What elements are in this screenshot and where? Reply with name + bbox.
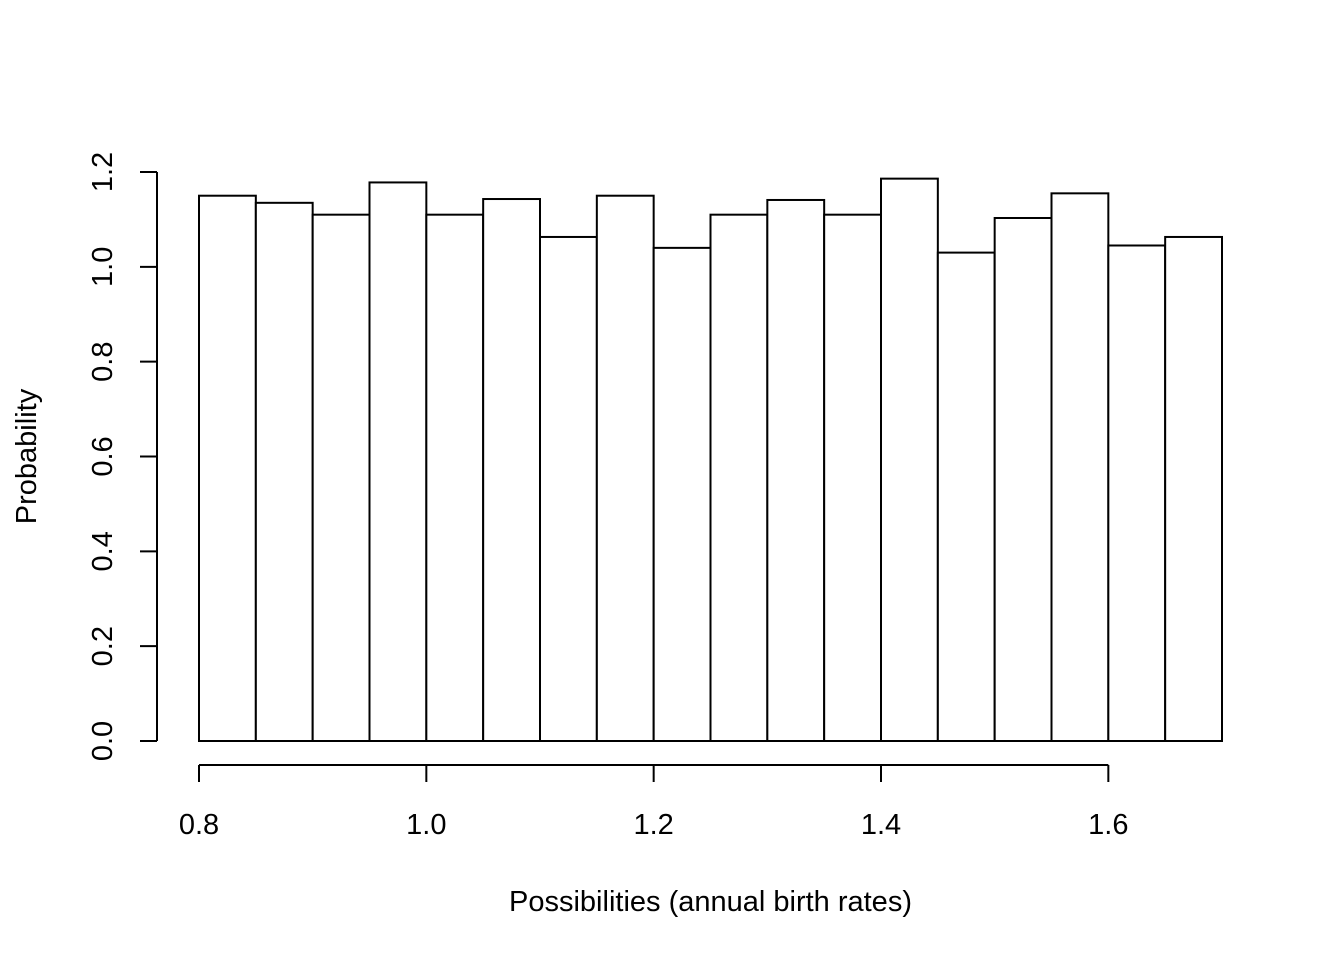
y-tick-label: 0.8 bbox=[87, 342, 119, 382]
histogram-bar bbox=[425, 213, 485, 743]
y-axis: 0.0 0.2 0.4 0.6 0.8 1.0 1.2 bbox=[87, 152, 158, 761]
x-tick-label: 0.8 bbox=[179, 809, 219, 841]
histogram-bar bbox=[709, 213, 769, 743]
histogram-bar bbox=[311, 213, 371, 743]
histogram-bar bbox=[198, 194, 257, 743]
y-tick-label: 1.0 bbox=[87, 247, 119, 287]
y-tick-label: 0.2 bbox=[87, 626, 119, 666]
x-tick-label: 1.4 bbox=[861, 809, 901, 841]
histogram-bar bbox=[539, 235, 598, 742]
histogram-bar bbox=[1107, 244, 1167, 743]
histogram-bar bbox=[482, 198, 541, 742]
x-tick-label: 1.0 bbox=[406, 809, 446, 841]
histogram-bar bbox=[652, 246, 712, 742]
y-tick-label: 0.4 bbox=[87, 531, 119, 571]
histogram-bar bbox=[595, 194, 655, 743]
x-tick-label: 1.6 bbox=[1088, 809, 1128, 841]
y-tick-label: 0.6 bbox=[87, 436, 119, 476]
histogram-bar bbox=[1164, 235, 1223, 742]
x-tick-label: 1.2 bbox=[634, 809, 674, 841]
histogram-bar bbox=[1050, 192, 1110, 742]
y-axis-label: Probability bbox=[11, 388, 43, 524]
bars-group bbox=[198, 177, 1223, 743]
y-tick-label: 1.2 bbox=[87, 152, 119, 192]
histogram-bar bbox=[766, 198, 826, 742]
histogram-bar bbox=[254, 201, 314, 742]
y-tick-label: 0.0 bbox=[87, 721, 119, 761]
x-axis: 0.8 1.0 1.2 1.4 1.6 bbox=[179, 764, 1128, 841]
x-axis-label: Possibilities (annual birth rates) bbox=[509, 886, 912, 918]
histogram-bar bbox=[368, 181, 428, 743]
histogram-bar bbox=[993, 216, 1053, 743]
histogram-bar bbox=[823, 213, 883, 743]
histogram-bar bbox=[936, 251, 996, 742]
histogram-bar bbox=[880, 177, 939, 743]
